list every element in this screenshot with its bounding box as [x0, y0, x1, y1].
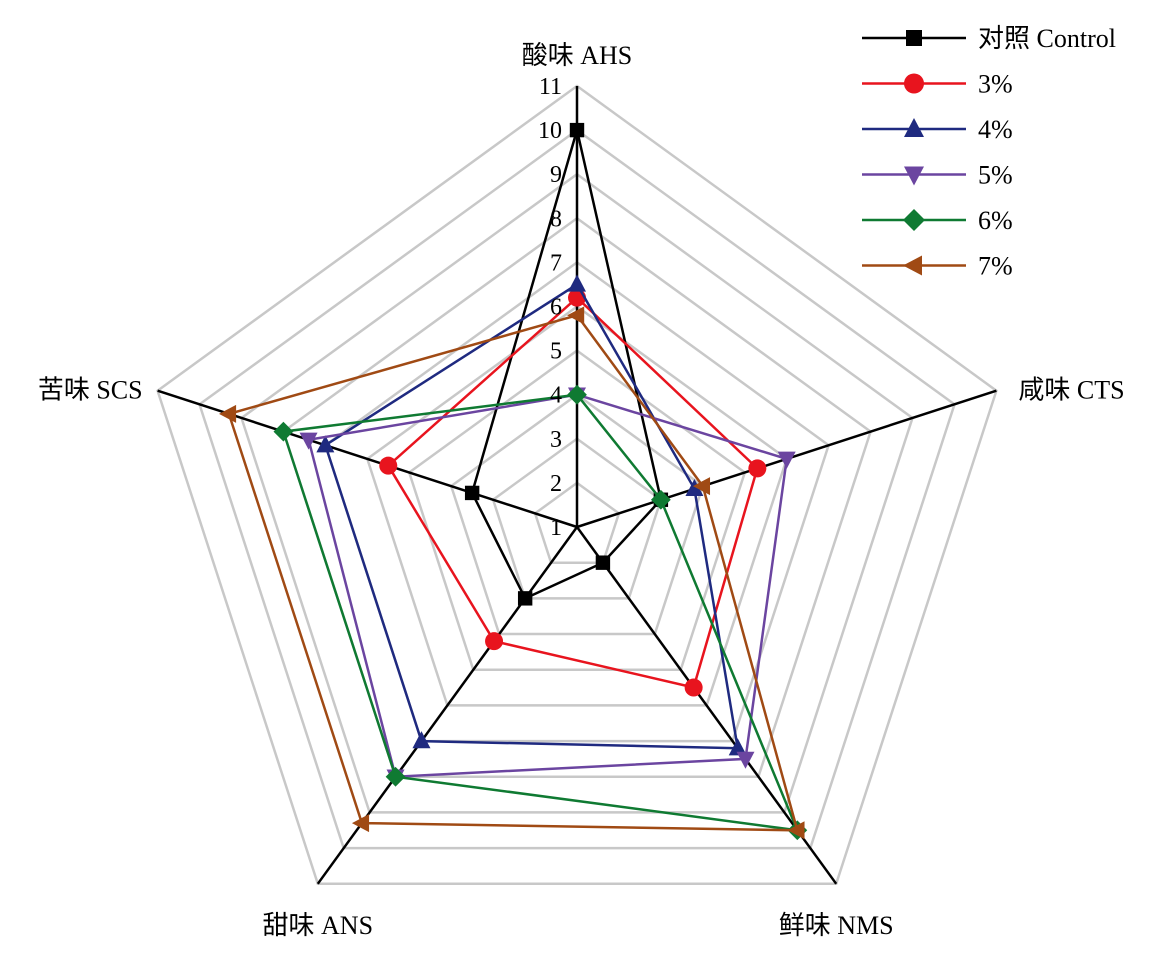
series-0	[464, 122, 669, 606]
radar-grid	[156, 84, 998, 886]
series-line	[307, 393, 789, 779]
tick-label: 11	[539, 74, 562, 100]
data-point	[316, 435, 335, 453]
tick-label: 2	[550, 471, 562, 497]
axis-label: 咸味 CTS	[1018, 376, 1124, 405]
data-point	[903, 255, 922, 276]
legend-item: 3%	[862, 70, 1013, 99]
data-point	[379, 456, 398, 475]
data-point	[385, 766, 406, 787]
legend-label: 4%	[978, 115, 1013, 144]
grid-ring	[240, 172, 914, 814]
axis-labels: 酸味 AHS 咸味 CTS 鲜味 NMS 甜味 ANS 苦味 SCS	[38, 41, 1125, 940]
grid-ring	[365, 304, 789, 707]
data-point	[906, 30, 922, 46]
grid-ring	[449, 393, 705, 636]
data-point	[464, 485, 480, 501]
legend-item: 7%	[862, 252, 1013, 281]
series-2	[316, 274, 747, 756]
grid-ring	[491, 437, 663, 600]
data-point	[650, 489, 671, 510]
tick-label: 4	[550, 383, 562, 409]
grid-ring	[281, 216, 873, 778]
data-point	[351, 814, 370, 833]
tick-label: 1	[550, 515, 562, 541]
legend-item: 4%	[862, 115, 1013, 144]
series-line	[323, 282, 740, 750]
data-point	[692, 477, 711, 496]
data-point	[728, 738, 747, 756]
axis-spoke	[157, 389, 578, 529]
grid-ring	[198, 128, 956, 850]
data-point	[904, 73, 924, 94]
radar-axes	[157, 86, 997, 885]
tick-label: 10	[538, 118, 562, 144]
axis-label: 鲜味 NMS	[779, 911, 894, 940]
legend-item: 5%	[862, 161, 1013, 190]
radial-tick-labels: 1 2 3 4 5 6 7 8 9 10 11	[538, 74, 562, 541]
data-point	[517, 591, 533, 606]
data-point	[273, 421, 294, 442]
grid-ring	[407, 349, 747, 671]
legend-label: 6%	[978, 206, 1013, 235]
data-point	[299, 432, 318, 450]
legend-label: 7%	[978, 252, 1013, 281]
data-point	[412, 731, 431, 749]
legend: 对照 Control 3% 4% 5% 6% 7%	[862, 24, 1116, 281]
series-line	[470, 129, 663, 601]
tick-label: 6	[550, 295, 562, 321]
grid-ring	[156, 84, 998, 886]
legend-item: 6%	[862, 206, 1013, 235]
grid-ring	[533, 481, 621, 564]
axis-label: 酸味 AHS	[522, 41, 633, 70]
data-point	[904, 118, 924, 137]
tick-label: 7	[550, 250, 562, 276]
legend-label: 3%	[978, 70, 1013, 99]
axis-label: 甜味 ANS	[263, 911, 374, 940]
tick-label: 5	[550, 339, 562, 365]
legend-label: 对照 Control	[978, 24, 1116, 53]
axis-label: 苦味 SCS	[38, 376, 143, 405]
axis-spoke	[575, 526, 838, 885]
series-5	[218, 306, 805, 840]
data-point	[568, 274, 586, 292]
data-point	[218, 404, 237, 423]
data-point	[904, 166, 924, 186]
series-line	[281, 393, 800, 832]
data-point	[485, 632, 504, 651]
data-point	[777, 451, 796, 469]
legend-label: 5%	[978, 161, 1013, 190]
data-point	[595, 555, 611, 570]
radar-series	[218, 122, 808, 841]
data-point	[567, 306, 585, 325]
series-line	[227, 313, 799, 832]
legend-item: 对照 Control	[862, 24, 1116, 53]
data-point	[736, 751, 755, 769]
tick-label: 8	[550, 206, 562, 232]
data-point	[685, 478, 704, 497]
data-point	[903, 209, 925, 231]
data-point	[567, 384, 587, 405]
grid-ring	[323, 260, 831, 743]
tick-label: 3	[550, 427, 562, 453]
data-point	[748, 459, 767, 478]
data-point	[684, 678, 703, 697]
data-point	[787, 821, 805, 840]
data-point	[569, 122, 585, 138]
tick-label: 9	[550, 162, 562, 188]
